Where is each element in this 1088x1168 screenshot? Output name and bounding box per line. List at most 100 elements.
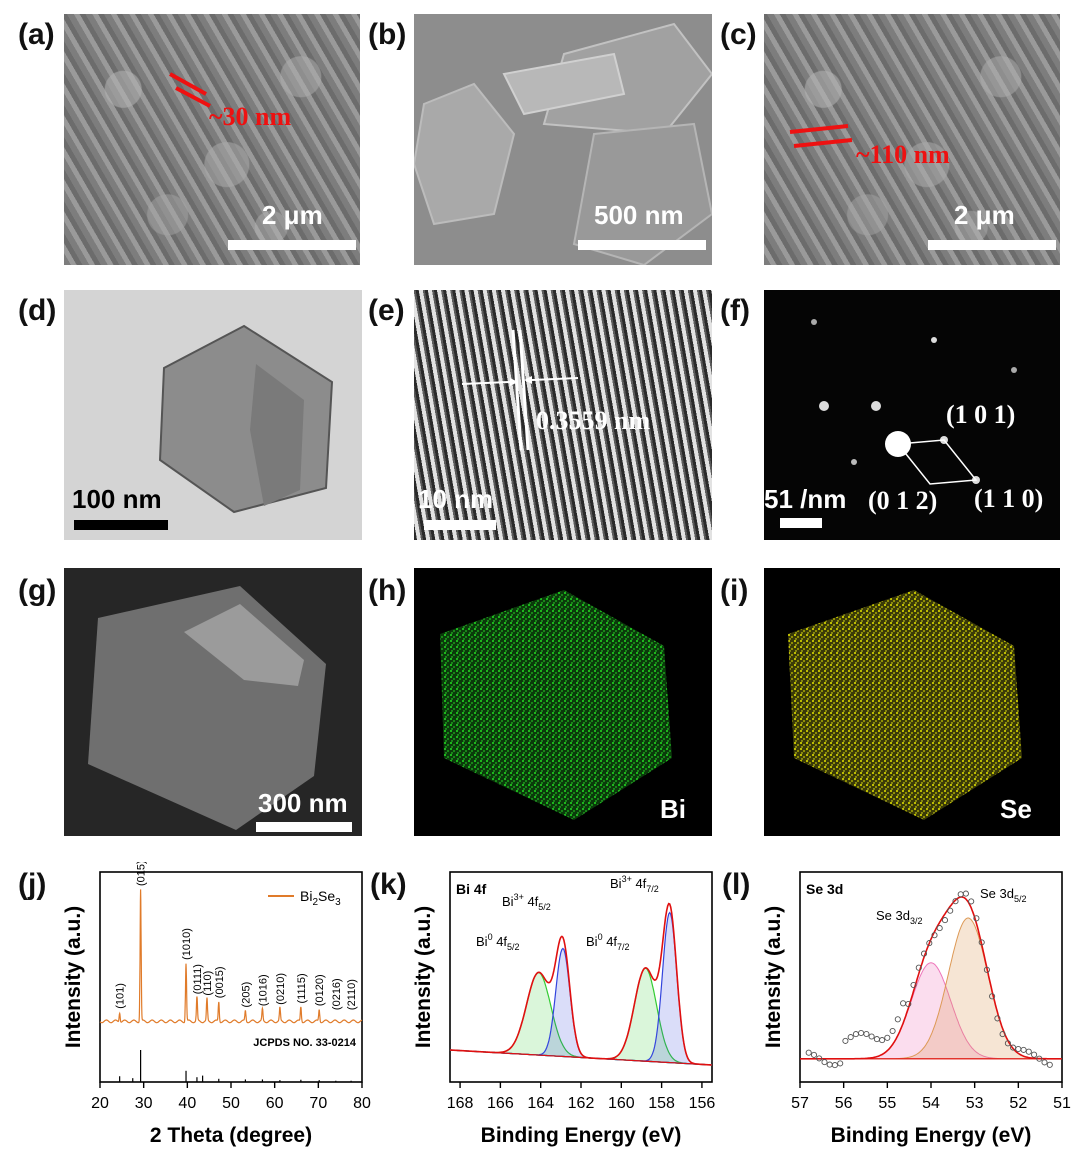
scale-bar — [780, 518, 822, 528]
data-point — [999, 1031, 1006, 1038]
x-tick-label: 51 — [1053, 1095, 1071, 1112]
peak-label: (1016) — [257, 974, 269, 1006]
x-tick-label: 57 — [791, 1095, 809, 1112]
data-point — [889, 1027, 896, 1035]
chart-title: Bi 4f — [456, 881, 487, 897]
x-tick-label: 30 — [135, 1095, 153, 1112]
y-axis-label: Intensity (a.u.) — [762, 906, 785, 1048]
x-tick-label: 53 — [966, 1095, 984, 1112]
data-point — [879, 1037, 886, 1044]
nanosheet — [158, 324, 334, 514]
data-point — [905, 1000, 912, 1008]
x-tick-label: 40 — [178, 1095, 196, 1112]
se-distribution — [788, 590, 1022, 820]
x-tick-label: 156 — [689, 1095, 716, 1112]
data-point — [831, 1062, 838, 1069]
data-point — [1020, 1046, 1027, 1053]
eds-map-bi: Bi — [414, 568, 712, 836]
data-point — [863, 1030, 870, 1038]
peak-label: (0216) — [331, 978, 343, 1010]
x-tick-label: 162 — [568, 1095, 595, 1112]
peak-label: (0210) — [275, 973, 287, 1005]
x-tick-label: 80 — [353, 1095, 371, 1112]
x-tick-label: 60 — [266, 1095, 284, 1112]
y-axis-label: Intensity (a.u.) — [412, 906, 435, 1048]
panel-letter-d: (d) — [18, 294, 57, 327]
x-tick-label: 20 — [91, 1095, 109, 1112]
scale-bar — [74, 520, 168, 530]
data-point — [894, 1016, 901, 1023]
data-point — [1004, 1040, 1011, 1047]
data-point — [805, 1049, 812, 1056]
data-point — [936, 925, 943, 932]
scale-bar — [256, 822, 352, 832]
arrow — [531, 377, 579, 381]
data-point — [873, 1036, 880, 1043]
panel-letter-e: (e) — [368, 294, 405, 327]
haadf-image: 300 nm — [64, 568, 362, 836]
panel-letter-f: (f) — [720, 294, 750, 327]
scale-bar — [578, 240, 706, 250]
data-point — [816, 1055, 823, 1062]
element-label: Bi — [660, 794, 686, 824]
peak-annotation: Se 3d3/2 — [876, 908, 923, 926]
scale-bar — [424, 520, 496, 530]
panel-letter-c: (c) — [720, 18, 757, 51]
background-line — [449, 1049, 713, 1066]
tem-image: 100 nm — [64, 290, 362, 540]
arrow — [461, 381, 511, 385]
scale-bar-label: 51 /nm — [764, 484, 847, 514]
data-point — [931, 932, 938, 939]
peak-annotation: Bi3+ 4f7/2 — [610, 874, 659, 894]
data-point — [926, 940, 933, 947]
sem-image-a: ~30 nm 2 μm — [64, 14, 360, 265]
hrtem-image: 0.3559 nm 10 nm — [414, 290, 712, 540]
data-point — [978, 939, 985, 946]
x-tick-label: 166 — [487, 1095, 514, 1112]
panel-letter-a: (a) — [18, 18, 55, 51]
chart-title: Se 3d — [806, 881, 843, 897]
peak-annotation: Bi3+ 4f5/2 — [502, 892, 551, 912]
data-point — [1041, 1059, 1048, 1066]
peak-label: (1010) — [181, 928, 193, 960]
x-tick-label: 54 — [922, 1095, 940, 1112]
reference-label: JCPDS NO. 33-0214 — [253, 1037, 357, 1049]
data-point — [973, 915, 980, 922]
element-label: Se — [1000, 794, 1032, 824]
peak-label: (205) — [240, 982, 252, 1008]
xrd-chart: 20 30 40 50 60 70 80 2 Theta (degree) Intensity … — [62, 862, 371, 1147]
x-axis-label: 2 Theta (degree) — [150, 1124, 312, 1147]
x-tick-label: 56 — [835, 1095, 853, 1112]
data-point — [1036, 1055, 1043, 1062]
data-point — [821, 1059, 828, 1066]
peak-label: (101) — [115, 983, 127, 1009]
x-tick-label: 50 — [222, 1095, 240, 1112]
panel-letter-h: (h) — [368, 574, 407, 607]
bi-distribution — [440, 590, 672, 820]
data-point — [842, 1037, 849, 1044]
peak-label: (0120) — [314, 974, 326, 1006]
data-point — [847, 1034, 854, 1041]
data-point — [1025, 1048, 1032, 1055]
data-point — [868, 1033, 875, 1040]
unit-cell-outline — [897, 439, 978, 485]
spot-label-101: (1 0 1) — [946, 400, 1016, 429]
saed-pattern: (1 0 1) (0 1 2) (1 1 0) 51 /nm — [764, 290, 1060, 540]
data-point — [810, 1051, 818, 1058]
data-point — [952, 898, 959, 905]
data-point — [915, 964, 922, 971]
thickness-marker — [175, 86, 211, 108]
data-point — [858, 1029, 865, 1037]
peak-label: (0111) — [192, 964, 204, 994]
spot-label-012: (0 1 2) — [868, 486, 938, 515]
data-point — [962, 890, 969, 897]
data-point — [910, 981, 917, 989]
data-point — [989, 993, 996, 1000]
peak-annotation: Bi0 4f7/2 — [586, 932, 630, 952]
sem-image-c: ~110 nm 2 μm — [764, 14, 1060, 265]
panel-letter-g: (g) — [18, 574, 57, 607]
x-axis-label: Binding Energy (eV) — [481, 1124, 682, 1147]
x-tick-label: 158 — [648, 1095, 675, 1112]
data-point — [852, 1031, 859, 1038]
panel-letter-k: (k) — [370, 868, 407, 901]
